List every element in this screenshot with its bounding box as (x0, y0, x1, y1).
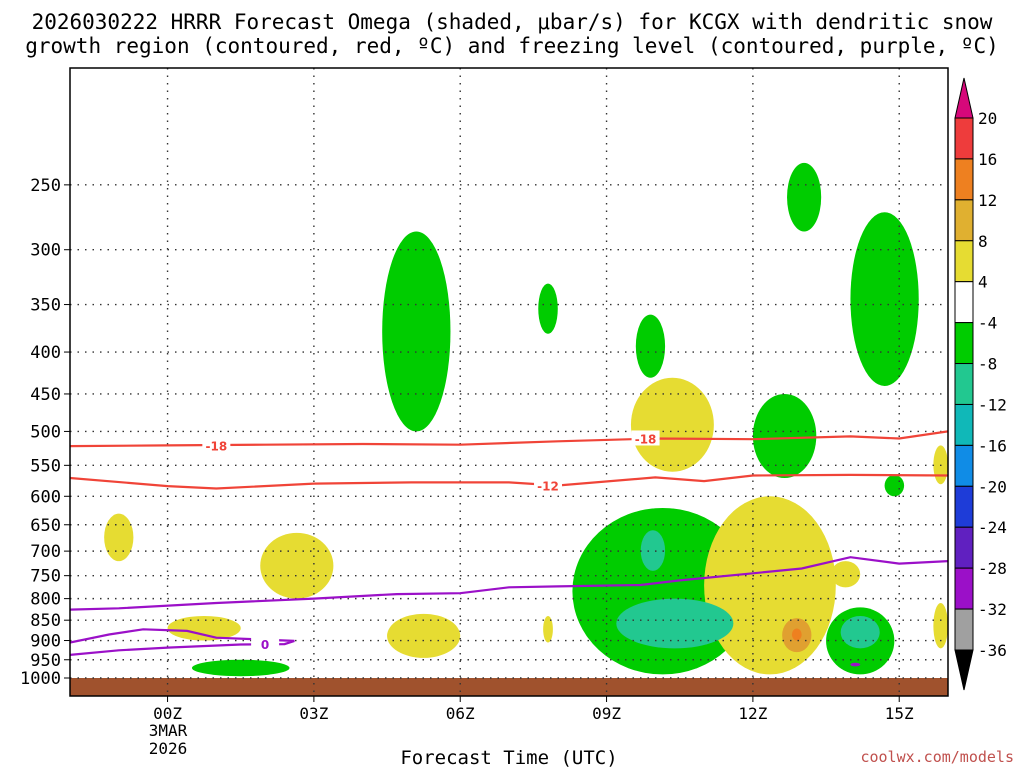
colorbar-box (954, 199, 974, 242)
colorbar-box (954, 281, 974, 324)
y-tick-label: 250 (30, 176, 61, 196)
colorbar-label: -12 (978, 395, 1007, 414)
x-tick-label: 00Z (153, 704, 182, 723)
colorbar: 20 16 12 8 4 -4 -8 -12 -16 -20 -24 -28 -32 -36 (954, 77, 1007, 691)
y-tick-label: 700 (30, 542, 61, 562)
omega-yellow (630, 377, 714, 472)
colorbar-label: 20 (978, 109, 997, 128)
contour-line (70, 556, 948, 611)
x-tick-label: 09Z (592, 704, 621, 723)
colorbar-box (954, 363, 974, 405)
colorbar-box (954, 322, 974, 365)
contour-label-bg (251, 636, 280, 652)
contour-label: -12 (537, 479, 559, 493)
contour-label: 0 (261, 638, 269, 652)
y-tick-label: 650 (30, 516, 61, 536)
omega-green (635, 314, 666, 378)
omega-yellow (104, 513, 134, 562)
omega-yellow (830, 561, 861, 588)
omega-green (884, 474, 905, 497)
colorbar-bottom-arrow (954, 649, 974, 691)
omega-green (787, 162, 822, 232)
credit-text: coolwx.com/models (860, 748, 1014, 766)
plot-border (69, 67, 949, 697)
colorbar-label: -28 (978, 559, 1007, 578)
colorbar-label: -36 (978, 641, 1007, 660)
chart-title-line-1: 2026030222 HRRR Forecast Omega (shaded, … (32, 10, 993, 34)
omega-purple (850, 662, 861, 667)
colorbar-label: 12 (978, 191, 997, 210)
y-tick-label: 500 (30, 422, 61, 442)
omega-teal (640, 530, 666, 571)
colorbar-box (954, 567, 974, 610)
x-date-label-year: 2026 (149, 739, 188, 758)
y-tick-label: 450 (30, 385, 61, 405)
colorbar-box (954, 403, 974, 446)
y-tick-label: 750 (30, 567, 61, 587)
colorbar-box (954, 485, 974, 528)
colorbar-label: 4 (978, 273, 988, 292)
x-tick-label: 15Z (885, 704, 914, 723)
ground-surface (70, 678, 948, 696)
y-tick-label: 550 (30, 456, 61, 476)
omega-green (538, 283, 558, 334)
chart-title-line-2: growth region (contoured, red, ºC) and f… (25, 34, 999, 58)
omega-green (752, 393, 817, 479)
colorbar-top-arrow (954, 77, 974, 119)
plot-area: -18 -18 -12 0 250 300 350 400 450 500 550 600 650 700… (20, 67, 949, 723)
colorbar-label: -24 (978, 518, 1007, 537)
omega-green (382, 231, 451, 432)
x-axis-label: Forecast Time (UTC) (400, 747, 617, 768)
x-tick-label: 12Z (738, 704, 767, 723)
omega-teal (616, 598, 734, 649)
contour-line (70, 628, 295, 656)
y-tick-label: 850 (30, 611, 61, 631)
contour-label-bg (202, 437, 231, 453)
contour-label-bg (631, 430, 660, 446)
omega-green (850, 212, 919, 386)
y-tick-label: 950 (30, 651, 61, 671)
y-tick-label: 400 (30, 343, 61, 363)
y-tick-label: 300 (30, 241, 61, 261)
plot-inner: -18 -18 -12 0 (70, 68, 948, 696)
colorbar-box (954, 526, 974, 569)
colorbar-box (954, 444, 974, 487)
omega-yellow (933, 603, 948, 649)
colorbar-label: -20 (978, 477, 1007, 496)
colorbar-label: 16 (978, 150, 997, 169)
x-tick-label: 06Z (446, 704, 475, 723)
contour-line (70, 430, 948, 448)
colorbar-label: -16 (978, 436, 1007, 455)
y-tick-label: 900 (30, 632, 61, 652)
colorbar-box (954, 158, 974, 201)
colorbar-label: -32 (978, 600, 1007, 619)
x-date-label-day: 3MAR (149, 721, 188, 740)
omega-yellow (704, 496, 836, 675)
colorbar-label: 8 (978, 232, 988, 251)
y-tick-label: 800 (30, 590, 61, 610)
omega-dark-orange (791, 628, 802, 641)
omega-yellow (543, 615, 553, 643)
y-tick-label: 600 (30, 487, 61, 507)
colorbar-box (954, 608, 974, 651)
x-tick-label: 03Z (299, 704, 328, 723)
colorbar-label: -4 (978, 314, 997, 333)
colorbar-box (954, 240, 974, 283)
y-tick-label: 350 (30, 296, 61, 316)
colorbar-label: -8 (978, 355, 997, 374)
contour-label: -18 (635, 432, 657, 446)
omega-yellow (260, 532, 334, 599)
y-tick-label: 1000 (20, 669, 61, 689)
contour-label: -18 (205, 439, 227, 453)
contour-line (70, 473, 948, 490)
contour-label-bg (534, 477, 563, 493)
colorbar-box (954, 117, 974, 160)
omega-yellow (387, 613, 461, 658)
omega-green (191, 659, 290, 677)
omega-yellow (167, 615, 241, 641)
